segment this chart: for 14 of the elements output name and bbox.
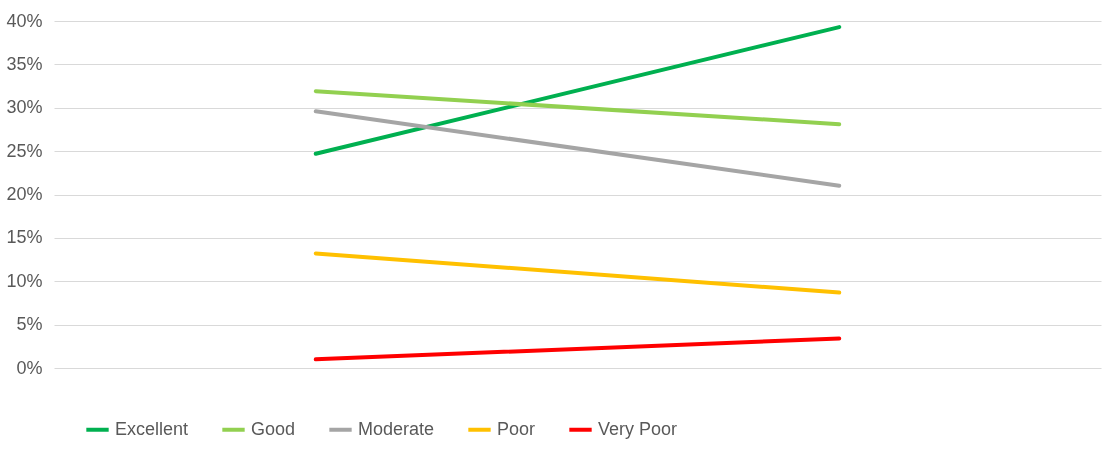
y-tick-label: 35% [6, 53, 43, 74]
y-tick-label: 0% [16, 357, 43, 378]
y-tick-label: 30% [6, 97, 43, 118]
y-tick-label: 15% [6, 227, 43, 248]
legend-label: Excellent [115, 418, 189, 439]
legend-label: Good [251, 418, 296, 439]
y-tick-label: 10% [6, 270, 43, 291]
legend-label: Poor [497, 418, 536, 439]
y-tick-label: 20% [6, 184, 43, 204]
y-tick-label: 5% [16, 314, 43, 335]
y-tick-label: 25% [6, 140, 43, 161]
legend-label: Moderate [358, 418, 435, 439]
legend-label: Very Poor [598, 418, 678, 439]
y-tick-label: 40% [6, 10, 43, 31]
